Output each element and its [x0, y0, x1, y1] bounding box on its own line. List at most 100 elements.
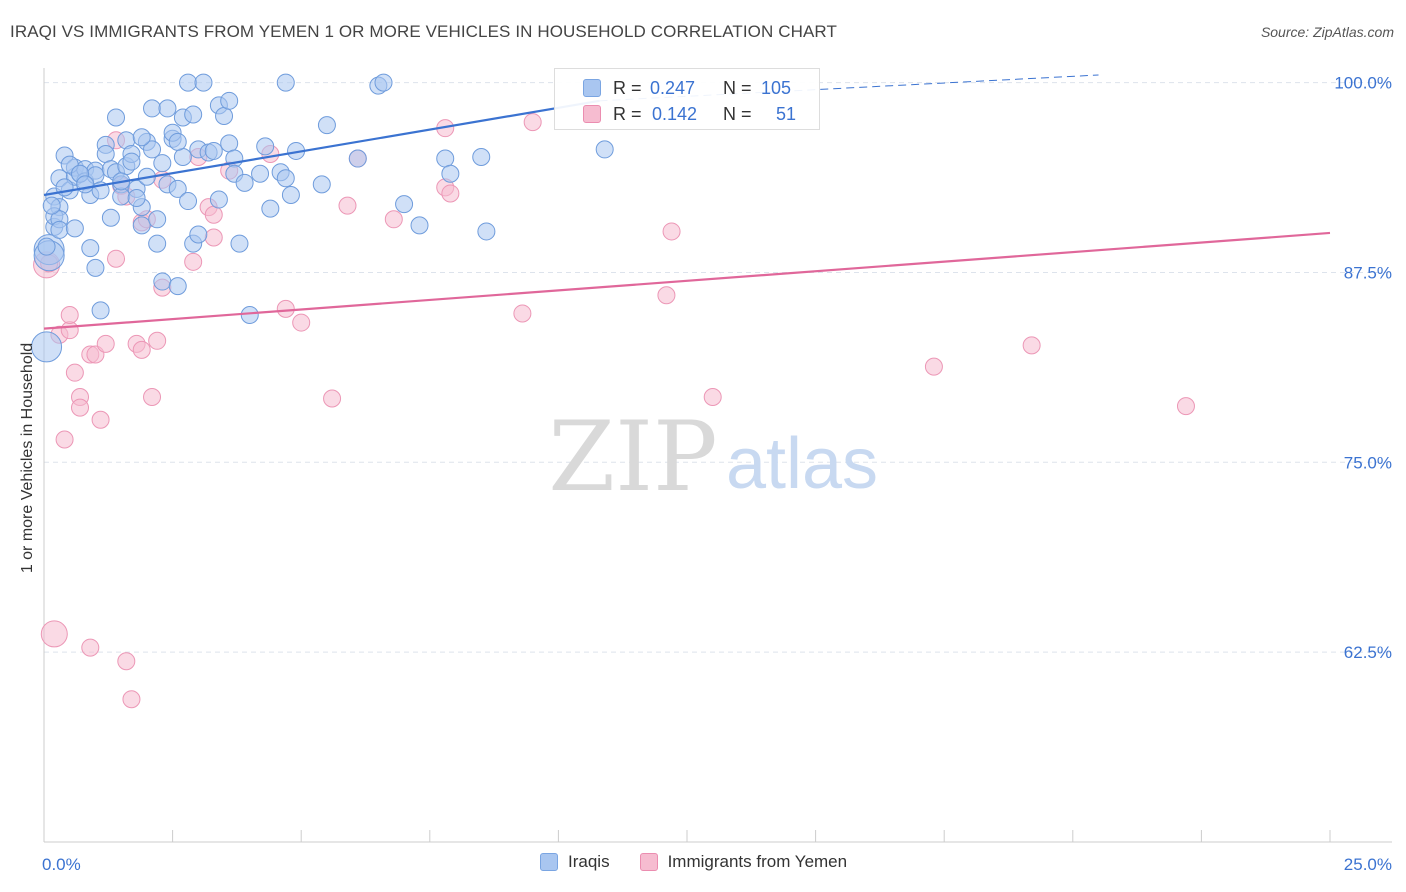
iraqi-point [251, 164, 270, 183]
iraqi-point [132, 216, 151, 235]
iraqi-point [37, 237, 56, 256]
r-label: R = [613, 77, 642, 98]
yemen-legend-swatch [639, 853, 658, 871]
iraqi-point [173, 148, 192, 167]
yemen-point [117, 652, 136, 671]
yemen-point [65, 363, 84, 382]
iraqi-point [595, 140, 614, 159]
n-label: N = [723, 103, 752, 124]
yemen-point [924, 357, 943, 376]
iraqi-point [153, 272, 172, 291]
iraqi-point [410, 216, 429, 235]
yemen-point [55, 430, 74, 449]
yemen-point [81, 638, 100, 657]
y-tick-label: 100.0% [1334, 74, 1392, 93]
iraqi-point [276, 169, 295, 188]
stats-row-yemen: R = 0.142 N = 51 [555, 102, 819, 126]
yemen-point [143, 387, 162, 406]
iraqi-point [256, 137, 275, 156]
iraqi-point [168, 132, 187, 151]
iraqi-point [101, 208, 120, 227]
iraqi-points [31, 73, 614, 363]
axes [43, 68, 1392, 843]
iraqi-point [50, 220, 69, 239]
iraqi-point [209, 190, 228, 209]
yemen-point [60, 305, 79, 324]
iraqi-point [395, 195, 414, 214]
iraqi-point [374, 73, 393, 92]
yemen-point [703, 387, 722, 406]
stats-row-iraqis: R = 0.247 N = 105 [555, 76, 819, 100]
stats-legend: R = 0.247 N = 105 R = 0.142 N = 51 [554, 68, 820, 130]
iraqis-trend-line [43, 99, 600, 197]
iraqis-swatch [583, 79, 601, 97]
iraqis-legend-swatch [540, 853, 558, 871]
iraqi-point [107, 108, 126, 127]
yemen-point [662, 222, 681, 241]
iraqi-point [235, 173, 254, 192]
y-tick-label: 87.5% [1344, 263, 1392, 282]
iraqi-point [81, 239, 100, 258]
iraqi-point [148, 210, 167, 229]
iraqi-point [168, 179, 187, 198]
iraqi-point [220, 91, 239, 110]
iraqi-point [91, 301, 110, 320]
x-tick-label: 25.0% [1344, 855, 1392, 874]
yemen-point [40, 620, 68, 648]
yemen-swatch [583, 105, 601, 123]
yemen-point [148, 331, 167, 350]
yemen-point [276, 299, 295, 318]
iraqi-point [204, 141, 223, 160]
yemen-point [107, 249, 126, 268]
y-axis-title: 1 or more Vehicles in Household [19, 342, 36, 574]
yemen-point [132, 340, 151, 359]
grid-lines [44, 82, 1392, 653]
iraqi-point [215, 107, 234, 126]
iraqi-point [168, 277, 187, 296]
watermark: ZIP atlas [548, 401, 878, 513]
iraqi-point [194, 73, 213, 92]
watermark-atlas: atlas [726, 424, 878, 504]
iraqi-point [317, 116, 336, 135]
legend-item-yemen[interactable]: Immigrants from Yemen [639, 852, 848, 872]
iraqi-point [184, 105, 203, 124]
iraqi-point [42, 196, 61, 215]
chart-title: IRAQI VS IMMIGRANTS FROM YEMEN 1 OR MORE… [10, 22, 837, 41]
legend-item-iraqis[interactable]: Iraqis [540, 852, 610, 872]
n-label: N = [723, 77, 752, 98]
yemen-point [523, 113, 542, 132]
yemen-point [513, 304, 532, 323]
yemen-point [1022, 336, 1041, 355]
iraqi-point [153, 154, 172, 173]
legend-label-yemen: Immigrants from Yemen [667, 852, 848, 871]
yemen-point [1176, 397, 1195, 416]
n-value: 51 [776, 103, 797, 124]
iraqi-point [189, 225, 208, 244]
yemen-point [384, 210, 403, 229]
iraqi-point [230, 234, 249, 253]
iraqi-point [143, 99, 162, 118]
yemen-point [91, 410, 110, 429]
iraqi-point [220, 134, 239, 153]
yemen-point [292, 313, 311, 332]
r-value: 0.142 [652, 103, 698, 124]
y-tick-label: 62.5% [1344, 643, 1392, 662]
iraqi-point [31, 331, 63, 363]
yemen-point [122, 690, 141, 709]
yemen-point [96, 334, 115, 353]
yemen-point [71, 398, 90, 417]
yemen-point [338, 196, 357, 215]
iraqi-point [240, 305, 259, 324]
iraqi-point [132, 128, 151, 147]
iraqi-point [281, 185, 300, 204]
n-value: 105 [761, 77, 792, 98]
yemen-point [204, 205, 223, 224]
iraqi-point [96, 144, 115, 163]
source-label: Source: ZipAtlas.com [1260, 24, 1394, 40]
iraqi-point [148, 234, 167, 253]
iraqi-point [65, 219, 84, 238]
iraqi-point [127, 189, 146, 208]
y-tick-label: 75.0% [1344, 453, 1392, 472]
yemen-point [441, 184, 460, 203]
